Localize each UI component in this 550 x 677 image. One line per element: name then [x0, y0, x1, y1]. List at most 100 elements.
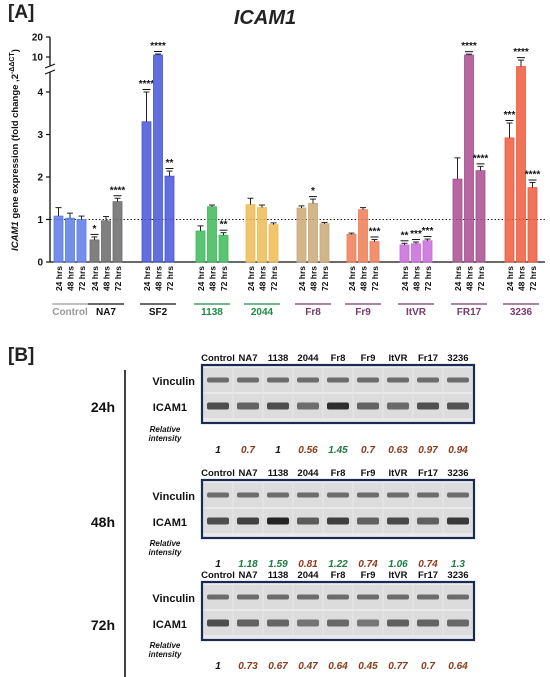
timepoint-label: 72 hrs: [165, 266, 175, 291]
vinculin-band: [417, 594, 439, 600]
vinculin-band: [207, 492, 229, 498]
y-axis-label: ICAM1 gene expression (fold change ,2-ΔΔ…: [9, 49, 21, 251]
icam1-band: [207, 619, 229, 627]
lane-header: Fr8: [331, 570, 346, 581]
icam1-band: [267, 619, 289, 627]
timepoint-label: 24h: [91, 399, 115, 415]
icam1-band: [417, 402, 439, 410]
panel-b-label: [B]: [8, 345, 35, 366]
timepoint-label: 72 hrs: [423, 266, 433, 291]
significance-label: *: [311, 186, 315, 197]
relative-intensity-value: 1.22: [328, 559, 348, 570]
significance-label: **: [401, 230, 409, 241]
significance-label: ***: [504, 110, 516, 121]
timepoint-label: 48 hrs: [154, 266, 164, 291]
vinculin-band: [357, 492, 379, 498]
lane-header: 1138: [268, 570, 289, 581]
vinculin-band: [267, 377, 289, 383]
vinculin-band: [447, 377, 469, 383]
vinculin-band: [327, 594, 349, 600]
group-label: Control: [52, 307, 88, 318]
group-label: Fr9: [355, 307, 371, 318]
timepoint-label: 48 hrs: [208, 266, 218, 291]
vinculin-band: [207, 594, 229, 600]
relative-intensity-value: 1.06: [388, 559, 408, 570]
vinculin-band: [267, 492, 289, 498]
lane-header: 2044: [297, 570, 319, 581]
lane-header: Fr17: [418, 570, 438, 581]
lane-header: 3236: [447, 570, 468, 581]
relative-intensity-value: 0.56: [298, 445, 318, 456]
relative-intensity-value: 0.74: [358, 559, 378, 570]
significance-label: **: [220, 220, 228, 231]
lane-header: Control: [201, 353, 235, 364]
relative-intensity-value: 1.18: [238, 559, 258, 570]
relative-label: Relative: [150, 425, 181, 434]
relative-intensity-value: 0.67: [268, 661, 288, 672]
icam1-band: [297, 402, 319, 410]
relative-intensity-value: 0.97: [418, 445, 438, 456]
timepoint-label: 48 hrs: [465, 266, 475, 291]
relative-intensity-value: 0.7: [421, 661, 435, 672]
lane-header: NA7: [238, 570, 257, 581]
icam1-band: [237, 402, 259, 410]
vinculin-band: [237, 492, 259, 498]
relative-label: Relative: [150, 641, 181, 650]
timepoint-label: 24 hrs: [347, 266, 357, 291]
group-label: 3236: [510, 307, 533, 318]
vinculin-band: [357, 594, 379, 600]
timepoint-label: 48 hrs: [309, 266, 319, 291]
significance-label: ****: [461, 41, 477, 52]
lane-header: NA7: [238, 468, 257, 479]
group-label: Fr8: [305, 307, 321, 318]
lane-header: Fr8: [331, 468, 346, 479]
intensity-label: intensity: [149, 434, 182, 443]
relative-intensity-value: 1: [275, 445, 281, 456]
significance-label: ***: [422, 226, 434, 237]
lane-header: 2044: [297, 468, 319, 479]
relative-intensity-value: 0.45: [358, 661, 378, 672]
icam1-band: [327, 402, 349, 410]
vinculin-label: Vinculin: [152, 491, 195, 503]
vinculin-band: [327, 492, 349, 498]
vinculin-band: [417, 377, 439, 383]
lane-header: 1138: [268, 353, 289, 364]
group-label: FR17: [457, 307, 482, 318]
icam1-band: [447, 402, 469, 410]
vinculin-band: [267, 594, 289, 600]
group-label: SF2: [149, 307, 168, 318]
relative-intensity-value: 0.7: [361, 445, 375, 456]
timepoint-label: 48h: [91, 514, 115, 530]
timepoint-label: 24 hrs: [90, 266, 100, 291]
lane-header: NA7: [238, 353, 257, 364]
lane-header: 2044: [297, 353, 319, 364]
icam1-band: [297, 619, 319, 627]
intensity-label: intensity: [149, 650, 182, 659]
lane-header: Fr9: [361, 353, 376, 364]
vinculin-band: [447, 492, 469, 498]
y-tick-label: 2: [37, 173, 43, 184]
timepoint-label: 48 hrs: [102, 266, 112, 291]
timepoint-label: 24 hrs: [196, 266, 206, 291]
timepoint-label: 48 hrs: [359, 266, 369, 291]
lane-header: Fr9: [361, 468, 376, 479]
significance-label: ****: [150, 41, 166, 52]
lane-header: 1138: [268, 468, 289, 479]
icam1-band: [417, 517, 439, 525]
relative-intensity-value: 1: [215, 661, 221, 672]
relative-intensity-value: 0.73: [238, 661, 258, 672]
vinculin-band: [237, 377, 259, 383]
timepoint-label: 72 hrs: [320, 266, 330, 291]
lane-header: Fr17: [418, 468, 438, 479]
timepoint-label: 72h: [91, 617, 115, 633]
icam1-label: ICAM1: [153, 619, 187, 631]
significance-label: ****: [525, 170, 541, 181]
relative-intensity-value: 0.81: [298, 559, 318, 570]
chart-title: ICAM1: [234, 7, 296, 29]
significance-label: **: [166, 158, 174, 169]
timepoint-label: 72 hrs: [370, 266, 380, 291]
significance-label: ****: [110, 185, 126, 196]
relative-intensity-value: 1.3: [451, 559, 465, 570]
timepoint-label: 24 hrs: [297, 266, 307, 291]
axis-break-mark: [44, 63, 56, 69]
